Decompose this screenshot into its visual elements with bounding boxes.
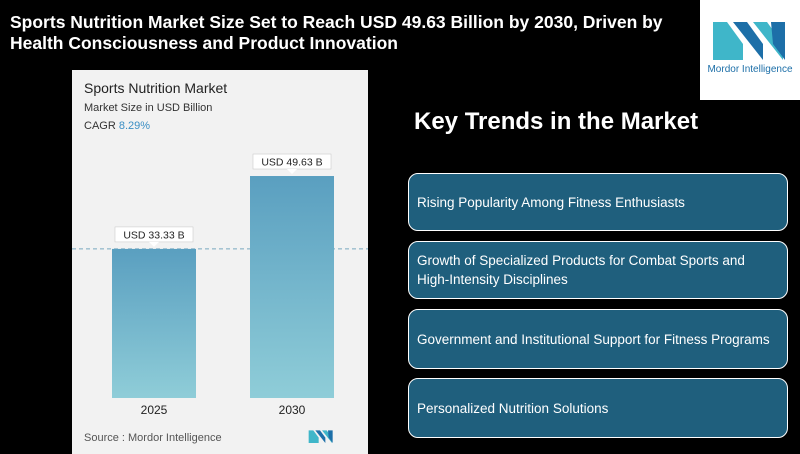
mordor-footer-logo-icon — [308, 430, 333, 443]
cagr-label: CAGR — [84, 120, 116, 132]
x-tick-label: 2025 — [141, 403, 168, 417]
trend-item: Rising Popularity Among Fitness Enthusia… — [408, 173, 788, 231]
brand-name: Mordor Intelligence — [707, 64, 793, 75]
brand-logo: Mordor Intelligence — [700, 0, 800, 100]
trend-item-label: Growth of Specialized Products for Comba… — [417, 253, 745, 287]
cagr-value: 8.29% — [118, 120, 151, 132]
trend-item-label: Rising Popularity Among Fitness Enthusia… — [417, 194, 685, 210]
page-headline: Sports Nutrition Market Size Set to Reac… — [10, 12, 663, 53]
data-label: USD 33.33 B — [123, 229, 184, 241]
data-label-pointer — [287, 169, 297, 175]
trend-item: Government and Institutional Support for… — [408, 309, 788, 369]
data-label-pointer — [149, 241, 159, 247]
chart-subtitle: Market Size in USD Billion — [84, 102, 213, 114]
data-label: USD 49.63 B — [261, 157, 322, 169]
x-tick-label: 2030 — [279, 403, 306, 417]
trend-item-label: Personalized Nutrition Solutions — [417, 400, 609, 416]
bar-2025 — [112, 248, 196, 398]
trend-item-label: Government and Institutional Support for… — [417, 331, 770, 347]
trends-title: Key Trends in the Market — [414, 108, 699, 135]
cagr-text: CAGR 8.29% — [84, 120, 150, 132]
trend-item: Personalized Nutrition Solutions — [408, 378, 788, 438]
bar-2030 — [250, 176, 334, 398]
chart-card: Sports Nutrition Market Market Size in U… — [72, 70, 368, 454]
bar-chart: USD 33.33 B 2025 USD 49.63 B 2030 — [72, 153, 368, 417]
trend-item: Growth of Specialized Products for Comba… — [408, 241, 788, 299]
mordor-logo-icon — [713, 22, 785, 60]
chart-title: Sports Nutrition Market — [84, 80, 228, 96]
chart-source: Source : Mordor Intelligence — [84, 432, 222, 444]
